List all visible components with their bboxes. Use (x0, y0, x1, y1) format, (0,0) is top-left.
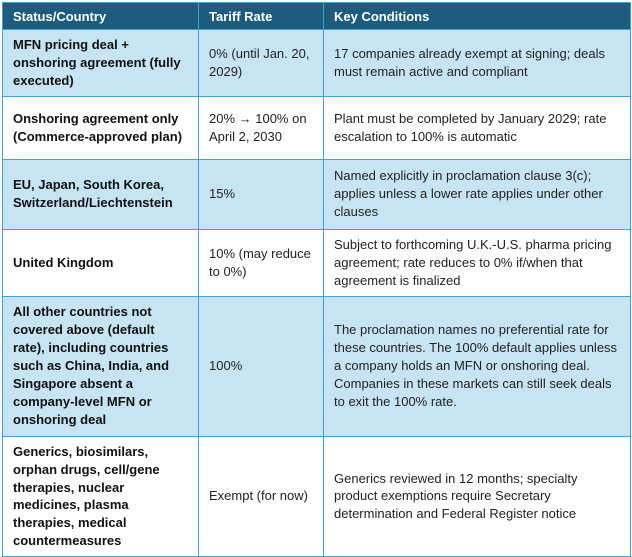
table-row: EU, Japan, South Korea, Switzerland/Liec… (2, 158, 631, 230)
table-row: Onshoring agreement only (Commerce-appro… (2, 95, 631, 160)
column-header-tariff-rate: Tariff Rate (198, 2, 324, 30)
rate-cell: 15% (198, 158, 324, 230)
conditions-cell: Generics reviewed in 12 months; specialt… (323, 435, 631, 557)
table-row: MFN pricing deal + onshoring agreement (… (2, 29, 631, 97)
table-row: United Kingdom 10% (may reduce to 0%) Su… (2, 228, 631, 297)
status-cell: Onshoring agreement only (Commerce-appro… (2, 95, 199, 160)
conditions-cell: Plant must be completed by January 2029;… (323, 95, 631, 160)
table-row: All other countries not covered above (d… (2, 295, 631, 437)
rate-cell: 0% (until Jan. 20, 2029) (198, 29, 324, 97)
conditions-cell: 17 companies already exempt at signing; … (323, 29, 631, 97)
column-header-status-country: Status/Country (2, 2, 199, 30)
status-cell: Generics, biosimilars, orphan drugs, cel… (2, 435, 199, 557)
rate-cell: Exempt (for now) (198, 435, 324, 557)
rate-cell: 20% → 100% on April 2, 2030 (198, 95, 324, 160)
status-cell: United Kingdom (2, 228, 199, 297)
header-row: Status/Country Tariff Rate Key Condition… (2, 2, 631, 30)
status-cell: EU, Japan, South Korea, Switzerland/Liec… (2, 158, 199, 230)
table-row: Generics, biosimilars, orphan drugs, cel… (2, 435, 631, 557)
conditions-cell: The proclamation names no preferential r… (323, 295, 631, 437)
status-cell: All other countries not covered above (d… (2, 295, 199, 437)
rate-cell: 100% (198, 295, 324, 437)
conditions-cell: Subject to forthcoming U.K.-U.S. pharma … (323, 228, 631, 297)
rate-cell: 10% (may reduce to 0%) (198, 228, 324, 297)
column-header-key-conditions: Key Conditions (323, 2, 631, 30)
status-cell: MFN pricing deal + onshoring agreement (… (2, 29, 199, 97)
conditions-cell: Named explicitly in proclamation clause … (323, 158, 631, 230)
